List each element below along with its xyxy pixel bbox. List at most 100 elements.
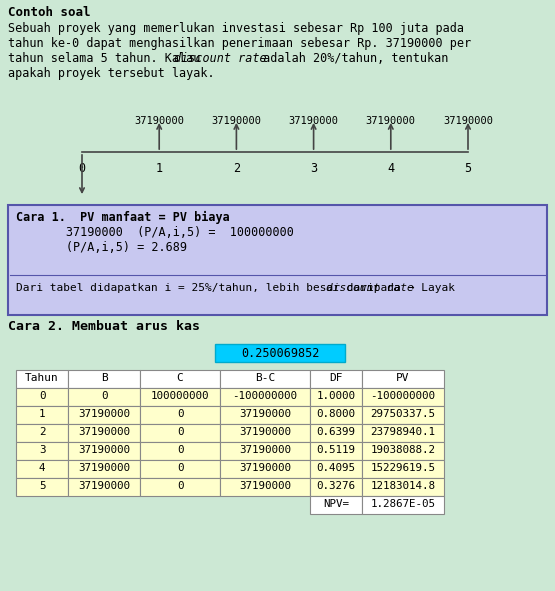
Bar <box>68 388 140 406</box>
Bar <box>16 370 68 388</box>
Text: (P/A,i,5) = 2.689: (P/A,i,5) = 2.689 <box>16 241 187 254</box>
Text: 37190000: 37190000 <box>289 116 339 126</box>
Text: → Layak: → Layak <box>401 283 455 293</box>
Text: 1.2867E-05: 1.2867E-05 <box>371 499 436 509</box>
Bar <box>362 388 444 406</box>
Bar <box>220 442 310 460</box>
Bar <box>68 460 140 478</box>
Text: 0.3276: 0.3276 <box>316 481 356 491</box>
Text: 37190000: 37190000 <box>239 409 291 419</box>
Text: Contoh soal: Contoh soal <box>8 6 90 19</box>
Bar <box>140 442 220 460</box>
Bar <box>16 406 68 424</box>
Text: adalah 20%/tahun, tentukan: adalah 20%/tahun, tentukan <box>256 52 448 65</box>
Text: 0: 0 <box>176 463 183 473</box>
Text: DF: DF <box>329 373 343 383</box>
Bar <box>140 406 220 424</box>
Text: 37190000: 37190000 <box>366 116 416 126</box>
Text: 0: 0 <box>176 427 183 437</box>
Text: 37190000: 37190000 <box>78 427 130 437</box>
Bar <box>220 406 310 424</box>
Text: 2: 2 <box>39 427 46 437</box>
Text: 37190000: 37190000 <box>78 481 130 491</box>
Bar <box>16 424 68 442</box>
Text: B-C: B-C <box>255 373 275 383</box>
Text: 37190000: 37190000 <box>134 116 184 126</box>
Text: 0: 0 <box>176 409 183 419</box>
Text: 37190000: 37190000 <box>239 481 291 491</box>
Bar <box>362 370 444 388</box>
Bar <box>310 460 362 478</box>
Bar <box>362 406 444 424</box>
Text: Cara 1.  PV manfaat = PV biaya: Cara 1. PV manfaat = PV biaya <box>16 211 230 224</box>
Text: 0: 0 <box>176 481 183 491</box>
Text: -100000000: -100000000 <box>371 391 436 401</box>
Text: 23798940.1: 23798940.1 <box>371 427 436 437</box>
Bar <box>220 388 310 406</box>
Text: 5: 5 <box>465 162 472 175</box>
Text: 37190000: 37190000 <box>239 463 291 473</box>
Text: 37190000: 37190000 <box>78 409 130 419</box>
Text: apakah proyek tersebut layak.: apakah proyek tersebut layak. <box>8 67 215 80</box>
Text: 0.4095: 0.4095 <box>316 463 356 473</box>
Text: 37190000: 37190000 <box>211 116 261 126</box>
Bar <box>68 370 140 388</box>
Bar <box>310 478 362 496</box>
Text: tahun selama 5 tahun. Kalau: tahun selama 5 tahun. Kalau <box>8 52 208 65</box>
Text: 37190000  (P/A,i,5) =  100000000: 37190000 (P/A,i,5) = 100000000 <box>16 226 294 239</box>
Text: 37190000: 37190000 <box>78 463 130 473</box>
Text: 100000000: 100000000 <box>151 391 209 401</box>
Text: Cara 2. Membuat arus kas: Cara 2. Membuat arus kas <box>8 320 200 333</box>
Text: 1: 1 <box>39 409 46 419</box>
Bar <box>220 460 310 478</box>
Text: 37190000: 37190000 <box>239 427 291 437</box>
Bar <box>16 460 68 478</box>
Text: 2: 2 <box>233 162 240 175</box>
Bar <box>140 370 220 388</box>
Text: Dari tabel didapatkan i = 25%/tahun, lebih besar daripada: Dari tabel didapatkan i = 25%/tahun, leb… <box>16 283 407 293</box>
Bar <box>310 406 362 424</box>
Text: 0.250069852: 0.250069852 <box>241 347 319 360</box>
Bar <box>220 370 310 388</box>
Text: Sebuah proyek yang memerlukan investasi sebesar Rp 100 juta pada: Sebuah proyek yang memerlukan investasi … <box>8 22 464 35</box>
Text: 0: 0 <box>101 391 107 401</box>
Bar <box>68 424 140 442</box>
Bar <box>362 424 444 442</box>
Text: 0.8000: 0.8000 <box>316 409 356 419</box>
Bar <box>8 205 547 315</box>
Text: 37190000: 37190000 <box>443 116 493 126</box>
Text: discount rate: discount rate <box>174 52 266 65</box>
Bar <box>310 496 362 514</box>
Text: Tahun: Tahun <box>25 373 59 383</box>
Text: 4: 4 <box>387 162 395 175</box>
Bar <box>215 344 345 362</box>
Text: -100000000: -100000000 <box>233 391 297 401</box>
Bar <box>16 442 68 460</box>
Bar <box>310 442 362 460</box>
Bar <box>310 370 362 388</box>
Bar <box>362 496 444 514</box>
Text: PV: PV <box>396 373 410 383</box>
Text: 37190000: 37190000 <box>239 445 291 455</box>
Text: 0: 0 <box>176 445 183 455</box>
Text: 37190000: 37190000 <box>78 445 130 455</box>
Text: B: B <box>100 373 107 383</box>
Text: 3: 3 <box>39 445 46 455</box>
Text: discount rate: discount rate <box>326 283 413 293</box>
Bar <box>362 442 444 460</box>
Bar <box>68 442 140 460</box>
Bar <box>362 460 444 478</box>
Bar <box>68 406 140 424</box>
Bar <box>140 424 220 442</box>
Text: 5: 5 <box>39 481 46 491</box>
Text: 0.5119: 0.5119 <box>316 445 356 455</box>
Text: 1.0000: 1.0000 <box>316 391 356 401</box>
Bar <box>310 388 362 406</box>
Text: NPV=: NPV= <box>323 499 349 509</box>
Text: 29750337.5: 29750337.5 <box>371 409 436 419</box>
Bar <box>362 478 444 496</box>
Bar <box>140 388 220 406</box>
Text: 12183014.8: 12183014.8 <box>371 481 436 491</box>
Text: 15229619.5: 15229619.5 <box>371 463 436 473</box>
Text: C: C <box>176 373 183 383</box>
